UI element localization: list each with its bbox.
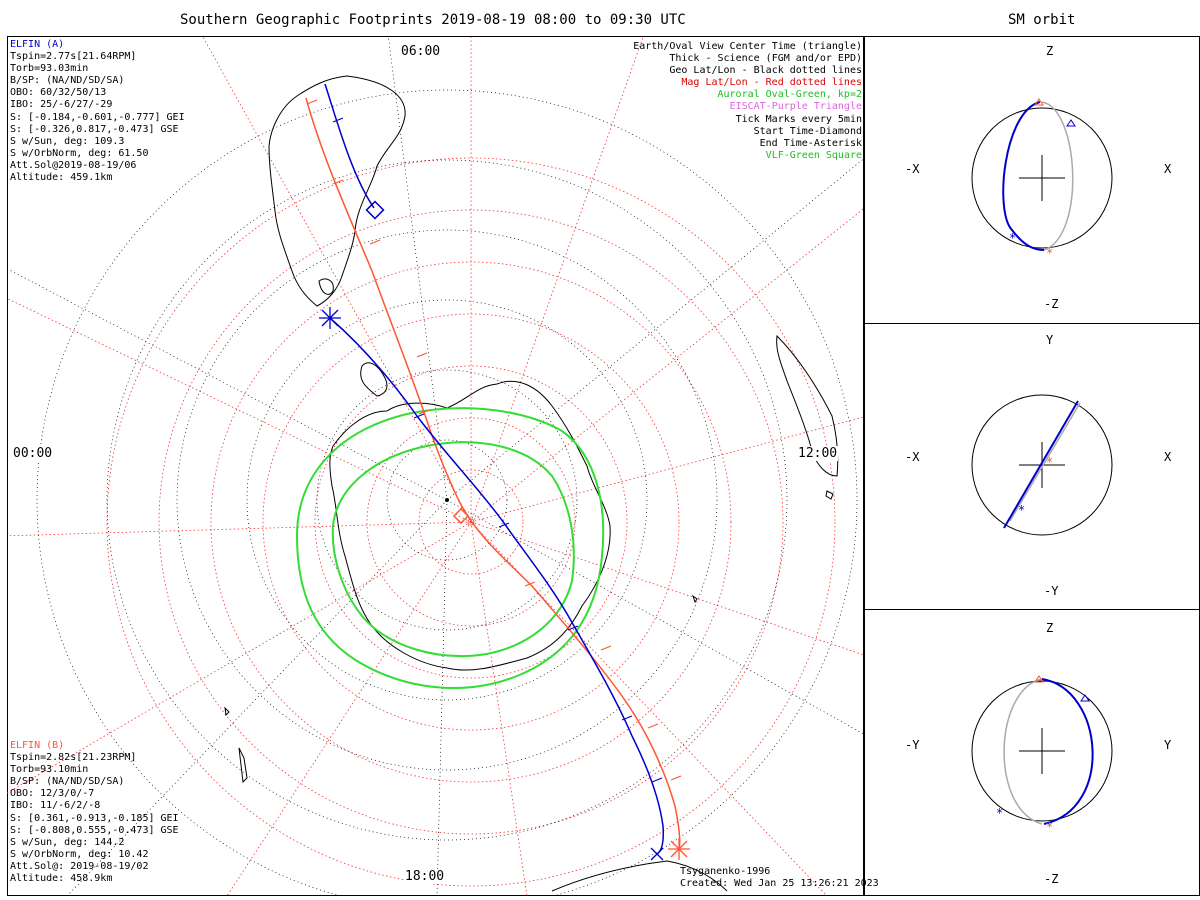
mlt-label-left: 00:00 [12, 446, 54, 461]
elfin-a-line: OBO: 60/32/50/13 [10, 87, 107, 99]
elfin-b-footprint-track [305, 97, 690, 860]
legend-item: Auroral Oval-Green, kp=2 [717, 89, 863, 101]
elfin-b-line: Altitude: 458.9km [10, 873, 113, 885]
svg-text:*: * [996, 806, 1003, 820]
elfin-b-info: ELFIN (B) Tspin=2.82s[21.23RPM] Torb=93.… [10, 740, 179, 885]
legend-item: Earth/Oval View Center Time (triangle) [633, 41, 862, 52]
geo-lat-circles [36, 89, 858, 896]
svg-text:*: * [1018, 503, 1025, 517]
elfin-b-line: S: [0.361,-0.913,-0.185] GEI [10, 812, 179, 824]
elfin-b-line: B/SP: (NA/ND/SD/SA) [10, 776, 125, 788]
elfin-a-line: IBO: 25/-6/27/-29 [10, 99, 113, 111]
sm1-left-label: -X [905, 162, 920, 176]
svg-text:*: * [1046, 820, 1053, 834]
elfin-a-line: S w/OrbNorm, deg: 61.50 [10, 147, 149, 159]
sm-orbit-xz-plot: * * [971, 98, 1113, 260]
sm3-right-label: Y [1164, 738, 1172, 752]
legend-item: Geo Lat/Lon - Black dotted lines [669, 65, 862, 77]
sm1-right-label: X [1164, 162, 1172, 176]
elfin-a-line: S w/Sun, deg: 109.3 [10, 135, 125, 147]
footer: Tsyganenko-1996 Created: Wed Jan 25 13:2… [680, 866, 879, 890]
mlt-label-bottom: 18:00 [404, 869, 446, 884]
coastlines [224, 75, 839, 892]
geo-lon-lines [7, 36, 864, 896]
svg-text:*: * [1046, 246, 1053, 260]
legend-item: Thick - Science (FGM and/or EPD) [669, 53, 862, 65]
sm3-top-label: Z [1046, 621, 1054, 635]
model-label: Tsyganenko-1996 [680, 866, 771, 877]
sm-orbit-yz-plot: * * [971, 675, 1113, 834]
created-label: Created: Wed Jan 25 13:26:21 2023 [680, 878, 879, 889]
elfin-a-line: Torb=93.03min [10, 63, 89, 75]
footprint-map [7, 36, 864, 896]
elfin-b-line: Torb=93.10min [10, 764, 89, 776]
elfin-a-line: S: [-0.326,0.817,-0.473] GSE [10, 123, 179, 135]
legend-item: VLF-Green Square [765, 149, 862, 161]
elfin-b-line: OBO: 12/3/0/-7 [10, 788, 95, 800]
legend-item: Start Time-Diamond [753, 125, 862, 137]
sm1-bottom-label: -Z [1044, 297, 1059, 311]
auroral-oval [295, 407, 605, 689]
elfin-a-line: Altitude: 459.1km [10, 172, 113, 184]
legend-item: End Time-Asterisk [759, 137, 862, 149]
sm2-right-label: X [1164, 450, 1172, 464]
sm3-left-label: -Y [905, 738, 920, 752]
sm1-top-label: Z [1046, 44, 1054, 58]
sm3-bottom-label: -Z [1044, 872, 1059, 886]
legend-item: EISCAT-Purple Triangle [729, 101, 862, 113]
plot-title: Southern Geographic Footprints 2019-08-1… [180, 12, 686, 28]
elfin-a-line: B/SP: (NA/ND/SD/SA) [10, 75, 125, 87]
elfin-a-footprint-track [319, 83, 664, 861]
elfin-b-line: Att.Sol@: 2019-08-19/02 [10, 860, 149, 872]
mlt-label-right: 12:00 [797, 446, 839, 461]
mlt-label-top: 06:00 [400, 44, 442, 59]
elfin-b-line: S w/OrbNorm, deg: 10.42 [10, 848, 149, 860]
elfin-b-name: ELFIN (B) [10, 740, 65, 751]
elfin-a-line: S: [-0.184,-0.601,-0.777] GEI [10, 111, 185, 123]
sm-orbit-xy-plot: * * [971, 394, 1113, 536]
mag-lon-lines [7, 36, 864, 896]
elfin-b-line: S w/Sun, deg: 144.2 [10, 836, 125, 848]
footprint-map-frame [7, 36, 864, 896]
svg-text:*: * [1046, 455, 1053, 469]
sm2-left-label: -X [905, 450, 920, 464]
elfin-a-line: Tspin=2.77s[21.64RPM] [10, 51, 137, 63]
legend-item: Mag Lat/Lon - Red dotted lines [681, 77, 862, 89]
legend: Earth/Oval View Center Time (triangle) T… [633, 41, 862, 162]
sm2-top-label: Y [1046, 333, 1054, 347]
legend-item: Tick Marks every 5min [735, 113, 862, 125]
elfin-a-info: ELFIN (A) Tspin=2.77s[21.64RPM] Torb=93.… [10, 39, 185, 184]
elfin-b-line: S: [-0.808,0.555,-0.473] GSE [10, 824, 179, 836]
sm-orbit-title: SM orbit [1008, 12, 1076, 28]
elfin-b-line: IBO: 11/-6/2/-8 [10, 800, 101, 812]
geo-pole-marker [445, 498, 449, 502]
svg-text:*: * [1009, 231, 1016, 245]
elfin-a-name: ELFIN (A) [10, 39, 65, 50]
elfin-a-line: Att.Sol@2019-08-19/06 [10, 159, 137, 171]
sm2-bottom-label: -Y [1044, 584, 1059, 598]
mag-pole-marker [467, 518, 475, 526]
elfin-b-line: Tspin=2.82s[21.23RPM] [10, 752, 137, 764]
